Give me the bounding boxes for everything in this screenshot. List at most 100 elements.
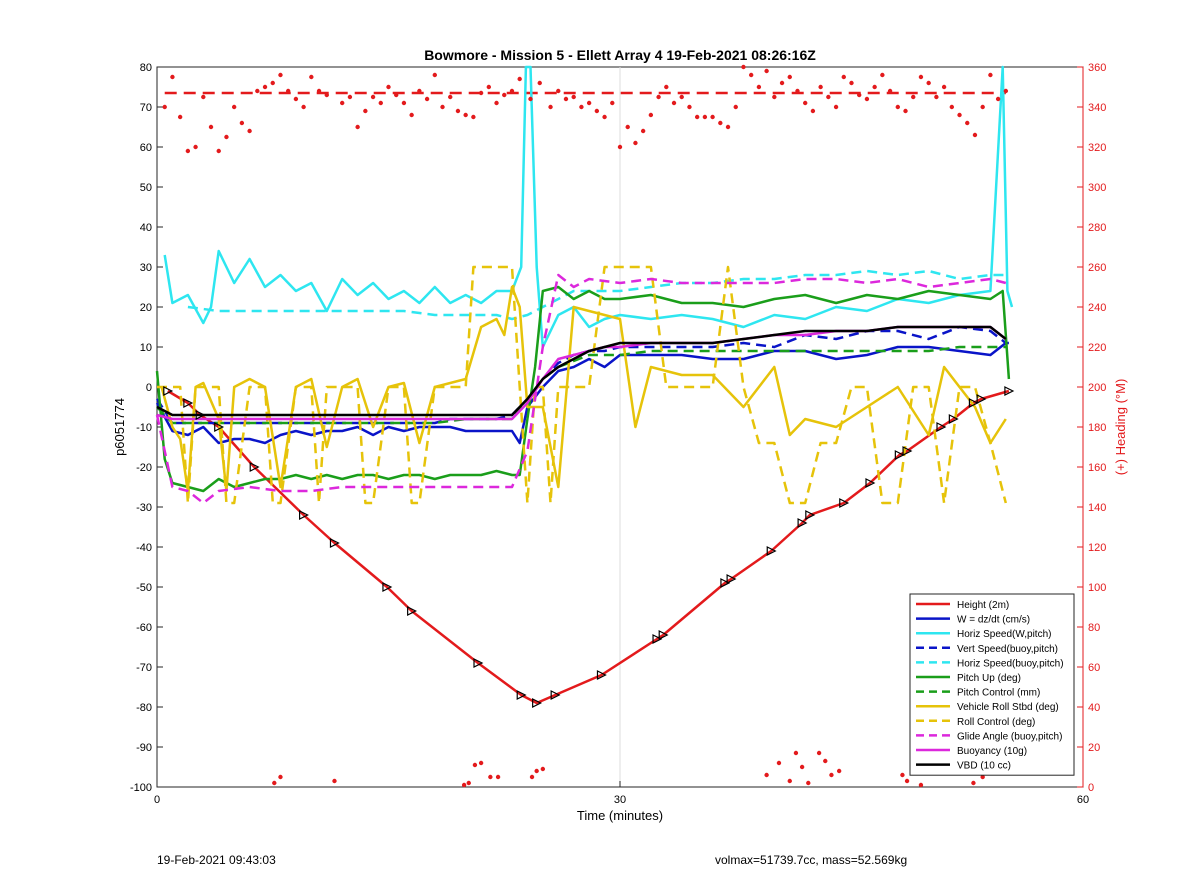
heading-point <box>529 774 535 780</box>
heading-point <box>880 72 885 78</box>
y-tick-label-right: 300 <box>1088 182 1106 194</box>
heading-point <box>309 74 314 80</box>
legend-label: Vert Speed(buoy,pitch) <box>957 644 1058 655</box>
heading-point <box>841 74 846 80</box>
series-line-2 <box>163 65 1014 349</box>
y-tick-label-right: 320 <box>1088 142 1106 154</box>
series-line-5 <box>155 285 1011 493</box>
heading-point <box>185 148 191 154</box>
height-marker <box>407 606 417 616</box>
heading-point <box>162 104 167 110</box>
height-marker <box>936 422 947 432</box>
y-tick-label-right: 100 <box>1088 582 1106 594</box>
heading-point <box>193 144 198 150</box>
heading-point <box>779 80 785 86</box>
height-marker <box>797 518 808 528</box>
y-tick-label-left: -80 <box>136 702 152 714</box>
heading-point <box>799 764 805 770</box>
heading-point <box>823 758 828 764</box>
footer-volmax-mass: volmax=51739.7cc, mass=52.569kg <box>715 853 908 867</box>
heading-point <box>733 104 738 110</box>
heading-point <box>826 94 831 100</box>
heading-point <box>355 124 360 130</box>
y-tick-label-left: -10 <box>136 422 152 434</box>
y-tick-label-left: 60 <box>140 142 152 154</box>
heading-point <box>478 90 484 96</box>
heading-point <box>378 100 383 106</box>
heading-point <box>872 84 877 90</box>
series-line-0 <box>167 389 1010 705</box>
heading-point <box>170 74 175 80</box>
heading-point <box>466 780 471 786</box>
x-axis-label: Time (minutes) <box>577 808 663 823</box>
legend-label: Pitch Up (deg) <box>957 673 1021 684</box>
height-marker <box>652 634 663 644</box>
series-line-8 <box>157 265 1008 505</box>
heading-point <box>679 94 684 100</box>
height-marker <box>902 446 913 456</box>
y-tick-label-right: 20 <box>1088 742 1100 754</box>
heading-point <box>887 88 893 94</box>
y-tick-label-left: -20 <box>136 462 152 474</box>
heading-point <box>301 104 306 110</box>
heading-point <box>971 780 976 786</box>
heading-point <box>903 108 908 114</box>
heading-point <box>370 94 376 100</box>
series-line-11 <box>156 325 1007 417</box>
y-tick-label-right: 200 <box>1088 382 1106 394</box>
heading-point <box>702 114 708 120</box>
y-tick-label-right: 260 <box>1088 262 1106 274</box>
heading-point <box>816 750 822 756</box>
heading-point <box>486 84 492 90</box>
height-marker <box>894 450 905 460</box>
legend-label: Glide Angle (buoy,pitch) <box>957 731 1062 742</box>
heading-point <box>394 92 399 98</box>
series-line-4 <box>187 269 1006 321</box>
heading-point <box>633 140 638 146</box>
heading-point <box>694 114 700 120</box>
heading-point <box>995 96 1001 102</box>
y-tick-label-right: 0 <box>1088 782 1094 794</box>
y-tick-label-left: 80 <box>140 62 152 74</box>
heading-point <box>972 132 978 138</box>
y-tick-label-right: 340 <box>1088 102 1106 114</box>
heading-point <box>764 772 769 778</box>
heading-point <box>534 768 539 774</box>
heading-point <box>787 778 792 784</box>
height-marker <box>1004 386 1015 396</box>
y-tick-label-right: 80 <box>1088 622 1100 634</box>
heading-point <box>664 84 669 90</box>
heading-point <box>517 76 522 82</box>
y-tick-label-left: 20 <box>140 302 152 314</box>
heading-point <box>472 762 478 768</box>
heading-point <box>594 108 600 114</box>
heading-point <box>455 108 461 114</box>
height-marker <box>726 574 737 584</box>
heading-point <box>324 92 329 98</box>
heading-point <box>201 94 206 100</box>
x-tick-label: 30 <box>614 794 626 806</box>
heading-point <box>625 124 630 130</box>
heading-point <box>461 782 467 788</box>
heading-point <box>795 88 800 94</box>
legend: Height (2m) W = dz/dt (cm/s) Horiz Speed(W… <box>909 593 1075 776</box>
heading-point <box>278 72 283 78</box>
heading-point <box>965 120 970 126</box>
y-tick-label-left: -100 <box>130 782 152 794</box>
legend-label: Horiz Speed(W,pitch) <box>957 629 1051 640</box>
heading-point <box>440 104 445 110</box>
heading-point <box>900 772 905 778</box>
heading-point <box>537 80 542 86</box>
height-marker <box>766 546 777 556</box>
y-tick-label-right: 220 <box>1088 342 1106 354</box>
series-line-7 <box>160 285 1007 493</box>
heading-point <box>586 100 592 106</box>
heading-point <box>810 108 816 114</box>
y-tick-label-left: -30 <box>136 502 152 514</box>
y-tick-label-right: 180 <box>1088 422 1106 434</box>
heading-point <box>656 94 661 100</box>
height-marker <box>948 414 959 424</box>
heading-point <box>610 100 615 106</box>
heading-point <box>949 104 955 110</box>
